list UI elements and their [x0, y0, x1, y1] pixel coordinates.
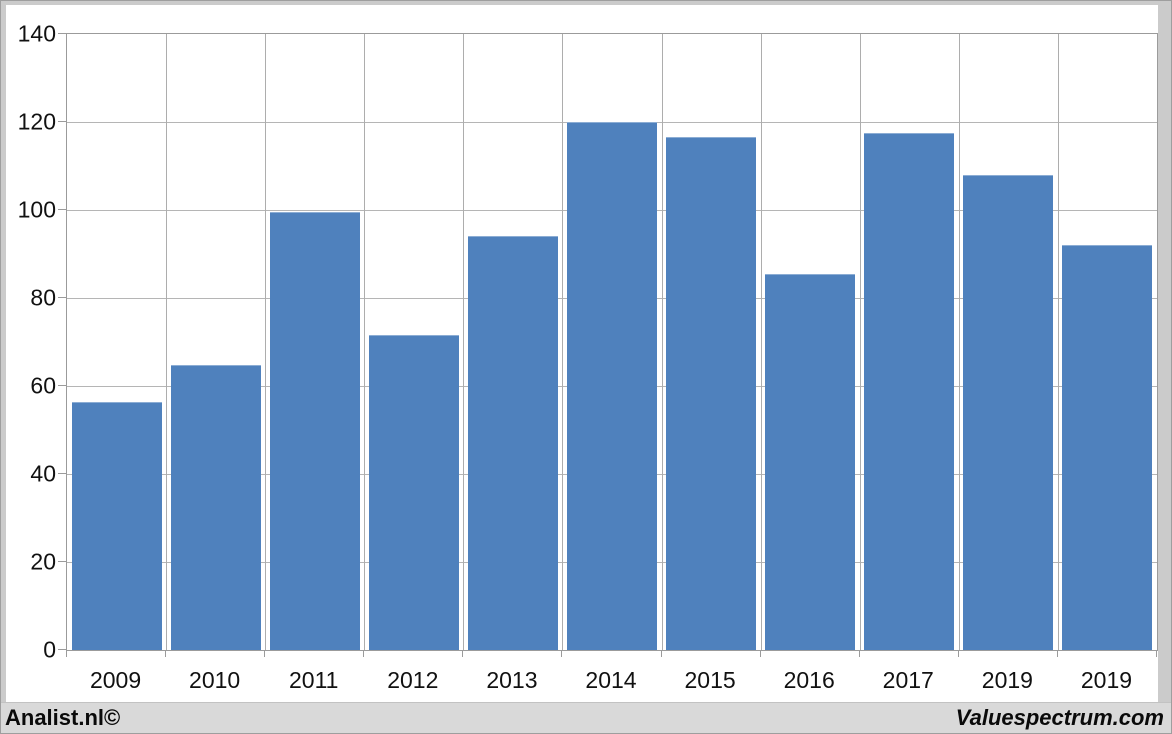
y-axis-label: 80	[30, 284, 56, 311]
x-axis-tick	[462, 650, 463, 657]
y-axis-tick	[58, 473, 66, 474]
x-axis-tick	[661, 650, 662, 657]
vertical-gridline	[1058, 34, 1059, 650]
y-axis-label: 140	[17, 20, 56, 47]
x-axis-label: 2013	[486, 667, 538, 693]
valuespectrum-attribution-label: Valuespectrum.com	[955, 705, 1164, 730]
x-axis-label: 2016	[783, 667, 835, 693]
x-axis-tick	[66, 650, 67, 657]
vertical-gridline	[662, 34, 663, 650]
bar	[368, 335, 459, 650]
vertical-gridline	[463, 34, 464, 650]
vertical-gridline	[364, 34, 365, 650]
vertical-gridline	[761, 34, 762, 650]
x-axis-tick	[760, 650, 761, 657]
plot-area	[66, 33, 1158, 651]
y-axis-tick	[58, 209, 66, 210]
vertical-gridline	[265, 34, 266, 650]
y-axis-label: 20	[30, 548, 56, 575]
attribution-footer: Analist.nl© Valuespectrum.com	[1, 702, 1171, 733]
x-axis-label: 2019	[981, 667, 1033, 693]
x-axis-tick	[859, 650, 860, 657]
y-axis-tick	[58, 561, 66, 562]
vertical-gridline	[166, 34, 167, 650]
bar	[1062, 245, 1153, 650]
y-axis-label: 100	[17, 196, 56, 223]
vertical-gridline	[562, 34, 563, 650]
x-axis-label: 2019	[1080, 667, 1133, 693]
analist-attribution-label: Analist.nl©	[5, 705, 121, 730]
bar	[467, 236, 558, 650]
x-axis-tick	[1156, 650, 1157, 657]
vertical-gridline	[959, 34, 960, 650]
bar	[666, 137, 757, 650]
x-axis-tick	[1057, 650, 1058, 657]
chart-canvas: 0 20 40 60 80 100 120 140 2009 2010 2011 2012 2013 20…	[6, 5, 1158, 704]
y-axis-label: 0	[43, 636, 56, 663]
x-axis-label: 2010	[189, 667, 241, 693]
bar	[567, 122, 657, 650]
x-axis-tick	[264, 650, 265, 657]
x-axis-tick	[165, 650, 166, 657]
y-axis-tick	[58, 121, 66, 122]
x-axis-label: 2014	[585, 667, 637, 693]
x-axis-label: 2011	[288, 667, 339, 693]
bar	[269, 212, 360, 650]
y-axis-label: 120	[17, 108, 56, 135]
bar	[864, 133, 955, 650]
y-axis-label: 40	[30, 460, 56, 487]
x-axis-tick	[561, 650, 562, 657]
x-axis-tick	[363, 650, 364, 657]
y-axis-label: 60	[30, 372, 56, 399]
y-axis-tick	[58, 33, 66, 34]
bar	[765, 274, 856, 650]
bar	[71, 402, 162, 650]
x-axis-label: 2017	[882, 667, 934, 693]
y-axis-tick	[58, 649, 66, 650]
bar	[170, 365, 261, 650]
y-axis-tick	[58, 385, 66, 386]
x-axis-label: 2015	[684, 667, 736, 693]
x-axis-label: 2009	[89, 667, 142, 693]
y-axis-tick	[58, 297, 66, 298]
x-axis-tick	[958, 650, 959, 657]
bar	[963, 175, 1054, 650]
vertical-gridline	[860, 34, 861, 650]
x-axis-label: 2012	[387, 667, 439, 693]
